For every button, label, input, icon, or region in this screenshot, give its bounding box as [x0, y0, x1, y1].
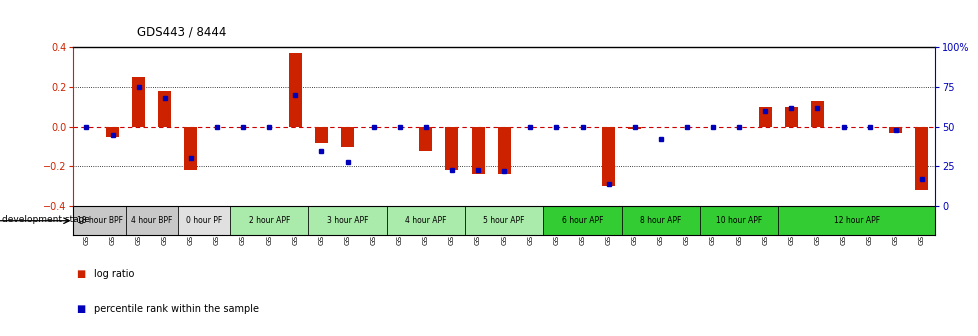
Text: 6 hour APF: 6 hour APF	[561, 216, 602, 225]
Text: percentile rank within the sample: percentile rank within the sample	[94, 304, 259, 314]
Text: GDS443 / 8444: GDS443 / 8444	[137, 25, 226, 38]
Bar	[628, 127, 641, 129]
Text: 4 hour APF: 4 hour APF	[405, 216, 446, 225]
Bar	[621, 206, 699, 235]
Bar	[106, 127, 119, 137]
Bar	[340, 127, 354, 146]
Text: development stage: development stage	[2, 215, 90, 223]
Text: 2 hour APF: 2 hour APF	[248, 216, 289, 225]
Bar	[184, 127, 198, 170]
Text: 18 hour BPF: 18 hour BPF	[76, 216, 122, 225]
Text: 10 hour APF: 10 hour APF	[715, 216, 762, 225]
Bar	[699, 206, 778, 235]
Text: 8 hour APF: 8 hour APF	[640, 216, 681, 225]
Bar	[810, 101, 823, 127]
Bar	[125, 206, 178, 235]
Bar	[158, 91, 171, 127]
Bar	[601, 127, 614, 186]
Bar	[315, 127, 328, 142]
Bar	[419, 127, 432, 151]
Bar	[914, 127, 927, 190]
Bar	[445, 127, 458, 170]
Bar	[73, 206, 125, 235]
Bar	[758, 107, 771, 127]
Bar	[308, 206, 386, 235]
Bar	[465, 206, 543, 235]
Text: 12 hour APF: 12 hour APF	[832, 216, 879, 225]
Bar	[230, 206, 308, 235]
Bar	[888, 127, 902, 133]
Text: 4 hour BPF: 4 hour BPF	[131, 216, 172, 225]
Bar	[178, 206, 230, 235]
Text: 0 hour PF: 0 hour PF	[186, 216, 222, 225]
Bar	[289, 53, 301, 127]
Text: 5 hour APF: 5 hour APF	[483, 216, 524, 225]
Bar	[386, 206, 465, 235]
Text: ■: ■	[76, 269, 85, 279]
Bar	[497, 127, 511, 174]
Bar	[471, 127, 484, 174]
Bar	[778, 206, 934, 235]
Bar	[784, 107, 797, 127]
Bar	[543, 206, 621, 235]
Text: 3 hour APF: 3 hour APF	[327, 216, 368, 225]
Text: log ratio: log ratio	[94, 269, 134, 279]
Text: ■: ■	[76, 304, 85, 314]
Bar	[132, 77, 145, 127]
